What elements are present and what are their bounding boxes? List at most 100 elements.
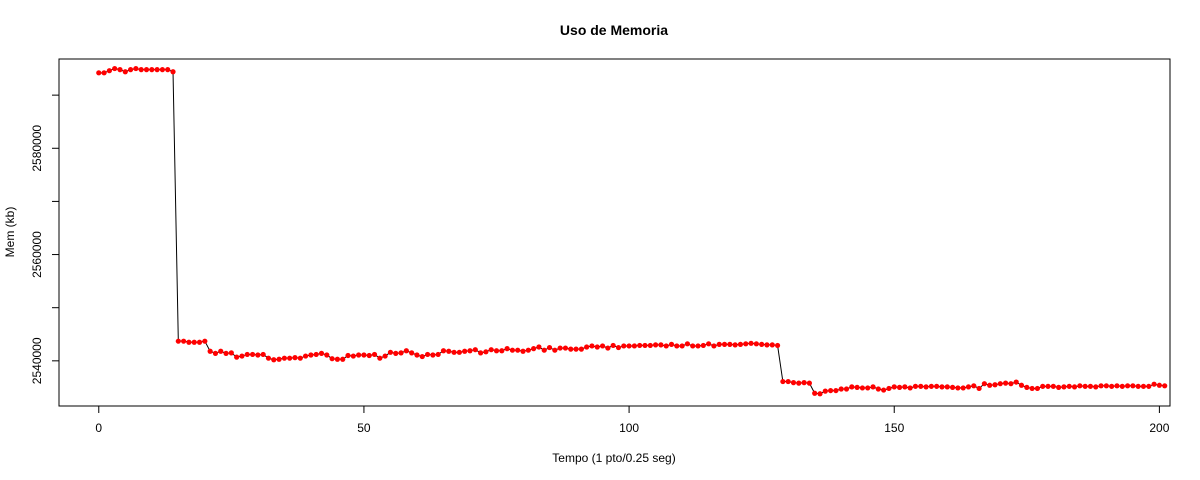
data-point xyxy=(531,346,537,352)
data-point xyxy=(509,347,516,353)
data-point xyxy=(1077,383,1083,389)
data-point xyxy=(732,342,738,348)
data-point xyxy=(594,344,600,350)
x-axis: 0 50 100 150 200 xyxy=(95,405,1170,435)
data-point xyxy=(313,351,319,358)
data-point xyxy=(440,348,447,354)
data-point xyxy=(902,384,908,390)
data-point xyxy=(875,386,881,392)
data-point xyxy=(138,67,144,73)
data-point xyxy=(239,353,245,359)
data-point xyxy=(112,65,118,72)
data-point xyxy=(345,352,351,359)
data-point xyxy=(430,352,436,358)
data-point xyxy=(493,348,500,354)
data-point xyxy=(859,385,866,391)
data-point xyxy=(684,341,691,347)
data-point xyxy=(1151,381,1157,387)
data-point xyxy=(456,349,462,355)
data-point xyxy=(1040,383,1046,389)
data-point xyxy=(637,342,643,349)
data-point xyxy=(281,355,287,361)
data-point xyxy=(377,355,383,361)
data-point xyxy=(928,383,934,389)
data-point xyxy=(653,342,659,348)
data-point xyxy=(833,387,839,394)
data-point xyxy=(244,351,250,358)
data-point xyxy=(1018,382,1025,388)
data-point xyxy=(96,70,102,76)
data-point xyxy=(451,349,457,355)
data-point xyxy=(1029,385,1035,392)
data-point xyxy=(1156,382,1162,388)
data-point xyxy=(912,383,919,389)
y-axis: 2540000 2560000 2580000 xyxy=(30,94,60,384)
data-point xyxy=(546,344,553,351)
data-point xyxy=(191,339,197,345)
data-point xyxy=(478,350,484,356)
data-point xyxy=(1061,384,1067,390)
data-point xyxy=(843,386,850,392)
data-point xyxy=(159,67,166,73)
data-point xyxy=(525,347,531,353)
data-point xyxy=(960,385,966,391)
data-point xyxy=(663,343,669,349)
data-point xyxy=(626,343,632,349)
data-point xyxy=(212,350,219,356)
data-point xyxy=(743,341,749,347)
data-point xyxy=(997,381,1003,387)
data-point xyxy=(668,341,675,347)
data-point xyxy=(769,342,775,348)
data-point xyxy=(350,353,356,359)
data-point xyxy=(287,355,293,361)
data-point xyxy=(419,353,425,360)
data-point xyxy=(186,339,192,345)
data-point xyxy=(472,347,478,353)
data-point xyxy=(896,384,903,390)
data-point xyxy=(276,356,282,362)
data-point xyxy=(382,353,388,359)
data-point xyxy=(1114,383,1120,389)
data-point xyxy=(631,343,637,349)
data-point xyxy=(759,341,765,347)
data-point xyxy=(249,351,256,358)
data-point xyxy=(923,384,929,390)
data-point xyxy=(955,385,961,391)
data-point xyxy=(934,383,940,389)
data-point xyxy=(1103,383,1109,389)
x-tick-label: 0 xyxy=(95,421,102,435)
data-point xyxy=(403,348,409,354)
data-point xyxy=(1034,385,1041,392)
data-point xyxy=(1071,384,1078,390)
data-point xyxy=(764,342,770,348)
data-point xyxy=(424,351,431,358)
series-points-group xyxy=(96,65,1168,397)
data-point xyxy=(149,67,155,73)
data-point xyxy=(774,342,781,349)
series-line xyxy=(98,68,1165,395)
data-point xyxy=(106,68,112,74)
data-point xyxy=(907,385,913,391)
data-point xyxy=(949,384,956,390)
data-point xyxy=(170,69,176,75)
data-point xyxy=(143,67,150,73)
data-point xyxy=(1098,383,1104,389)
data-point xyxy=(865,385,871,391)
data-point xyxy=(1024,384,1030,390)
data-point xyxy=(578,346,584,352)
data-point xyxy=(414,352,420,358)
data-point xyxy=(271,357,277,363)
data-point xyxy=(318,350,325,356)
series-line-group xyxy=(98,68,1165,395)
data-point xyxy=(790,380,797,386)
data-point xyxy=(1119,383,1125,389)
data-point xyxy=(207,348,213,354)
data-point xyxy=(918,383,924,389)
data-point xyxy=(398,350,404,356)
data-point xyxy=(483,349,489,355)
data-point xyxy=(1003,380,1009,386)
data-point xyxy=(1093,384,1099,390)
data-point xyxy=(541,347,547,353)
data-point xyxy=(101,70,107,76)
data-point xyxy=(992,382,998,388)
